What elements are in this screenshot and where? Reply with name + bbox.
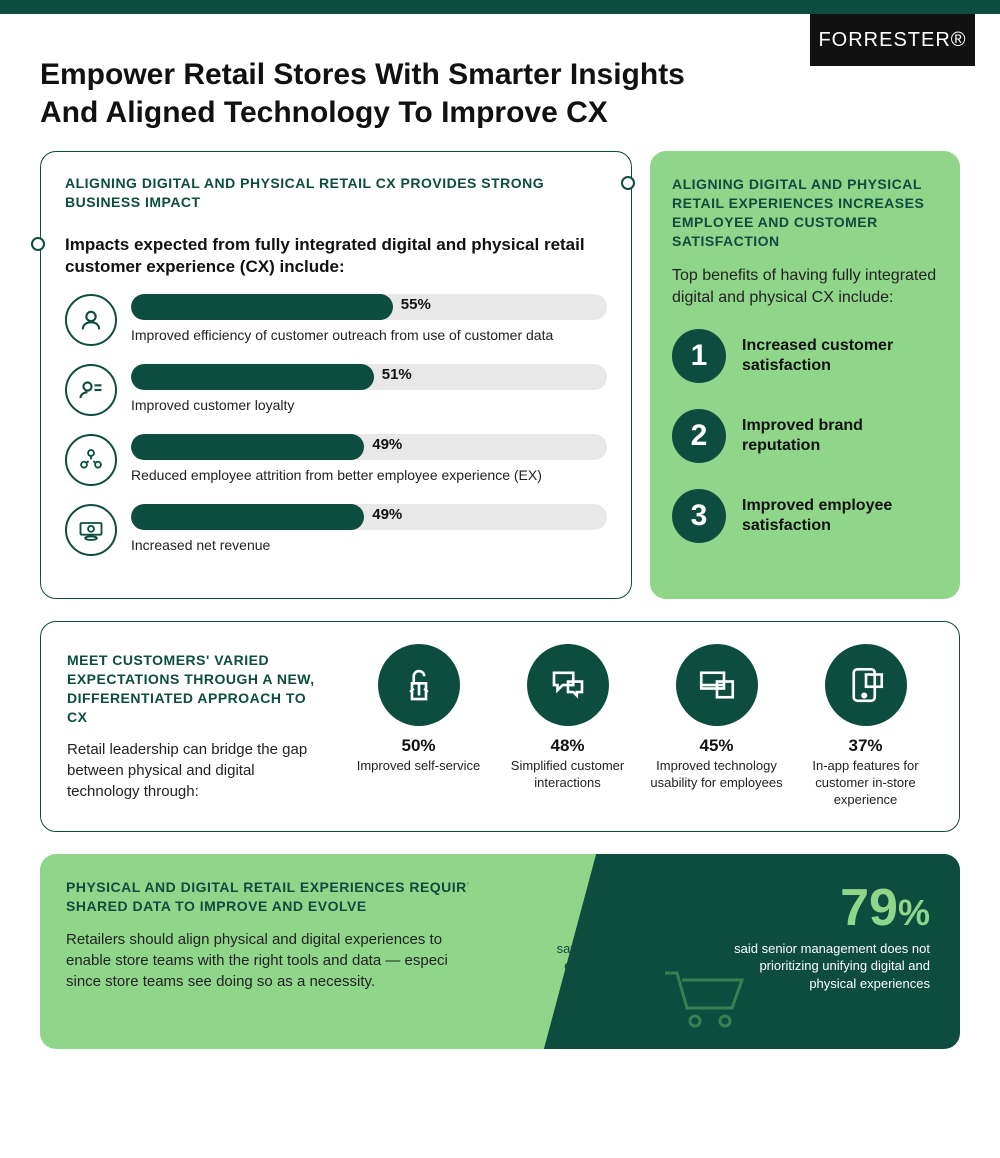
bar-pct: 49%: [372, 506, 402, 523]
bar-fill: [131, 434, 364, 460]
benefit-text: Improved brand reputation: [742, 416, 938, 458]
bar-fill: [131, 364, 374, 390]
stat-label: Improved technology usability for employ…: [649, 758, 784, 792]
stat-icon: [825, 644, 907, 726]
impact-bar-3: 49% Increased net revenue: [65, 504, 607, 556]
impact-bar-1: 51% Improved customer loyalty: [65, 364, 607, 416]
benefits-panel: ALIGNING DIGITAL AND PHYSICAL RETAIL EXP…: [650, 151, 960, 599]
approach-stat-2: 45% Improved technology usability for em…: [649, 644, 784, 809]
bar-pct: 51%: [382, 366, 412, 383]
stat-icon: [378, 644, 460, 726]
impact-panel: ALIGNING DIGITAL AND PHYSICAL RETAIL CX …: [40, 151, 632, 599]
stat-pct: 45%: [649, 736, 784, 756]
approach-label: MEET CUSTOMERS' VARIED EXPECTATIONS THRO…: [67, 651, 327, 727]
stat-pct: 50%: [351, 736, 486, 756]
forrester-logo: FORRESTER®: [810, 14, 975, 66]
benefit-number: 1: [672, 329, 726, 383]
benefit-item-1: 2 Improved brand reputation: [672, 409, 938, 463]
stat-91: 91% says leadership sees those experienc…: [520, 882, 750, 975]
shared-label: PHYSICAL AND DIGITAL RETAIL EXPERIENCES …: [66, 878, 484, 916]
bar-label: Reduced employee attrition from better e…: [131, 466, 607, 484]
stat-icon: [527, 644, 609, 726]
impact-intro: Impacts expected from fully integrated d…: [65, 234, 607, 278]
approach-desc: Retail leadership can bridge the gap bet…: [67, 739, 327, 802]
benefit-item-0: 1 Increased customer satisfaction: [672, 329, 938, 383]
approach-stat-3: 37% In-app features for customer in-stor…: [798, 644, 933, 809]
stat-79: 79% said senior management does not prio…: [720, 882, 930, 993]
stat-label: In-app features for customer in-store ex…: [798, 758, 933, 809]
bar-pct: 49%: [372, 436, 402, 453]
benefit-number: 2: [672, 409, 726, 463]
benefits-intro: Top benefits of having fully integrated …: [672, 265, 938, 310]
stat-pct: 48%: [500, 736, 635, 756]
stat-pct: 37%: [798, 736, 933, 756]
bar-track: 49%: [131, 434, 607, 460]
bar-label: Improved efficiency of customer outreach…: [131, 326, 607, 344]
bar-track: 49%: [131, 504, 607, 530]
bar-track: 55%: [131, 294, 607, 320]
impact-label: ALIGNING DIGITAL AND PHYSICAL RETAIL CX …: [65, 174, 607, 212]
bar-icon: [65, 504, 117, 556]
benefits-label: ALIGNING DIGITAL AND PHYSICAL RETAIL EXP…: [672, 175, 938, 251]
bar-fill: [131, 504, 364, 530]
approach-panel: MEET CUSTOMERS' VARIED EXPECTATIONS THRO…: [40, 621, 960, 832]
bar-pct: 55%: [401, 296, 431, 313]
stat-label: Improved self-service: [351, 758, 486, 775]
page-title: Empower Retail Stores With Smarter Insig…: [0, 14, 740, 151]
impact-bar-2: 49% Reduced employee attrition from bett…: [65, 434, 607, 486]
benefit-text: Increased customer satisfaction: [742, 336, 938, 378]
top-bar: [0, 0, 1000, 14]
bar-label: Increased net revenue: [131, 536, 607, 554]
benefit-item-2: 3 Improved employee satisfaction: [672, 489, 938, 543]
shared-panel: PHYSICAL AND DIGITAL RETAIL EXPERIENCES …: [40, 854, 960, 1049]
bar-icon: [65, 434, 117, 486]
bar-icon: [65, 294, 117, 346]
bar-label: Improved customer loyalty: [131, 396, 607, 414]
impact-bar-0: 55% Improved efficiency of customer outr…: [65, 294, 607, 346]
bar-icon: [65, 364, 117, 416]
bar-track: 51%: [131, 364, 607, 390]
shared-desc: Retailers should align physical and digi…: [66, 929, 484, 992]
stat-label: Simplified customer interactions: [500, 758, 635, 792]
approach-stat-0: 50% Improved self-service: [351, 644, 486, 809]
stat-icon: [676, 644, 758, 726]
benefit-number: 3: [672, 489, 726, 543]
benefit-text: Improved employee satisfaction: [742, 496, 938, 538]
bar-fill: [131, 294, 393, 320]
approach-stat-1: 48% Simplified customer interactions: [500, 644, 635, 809]
